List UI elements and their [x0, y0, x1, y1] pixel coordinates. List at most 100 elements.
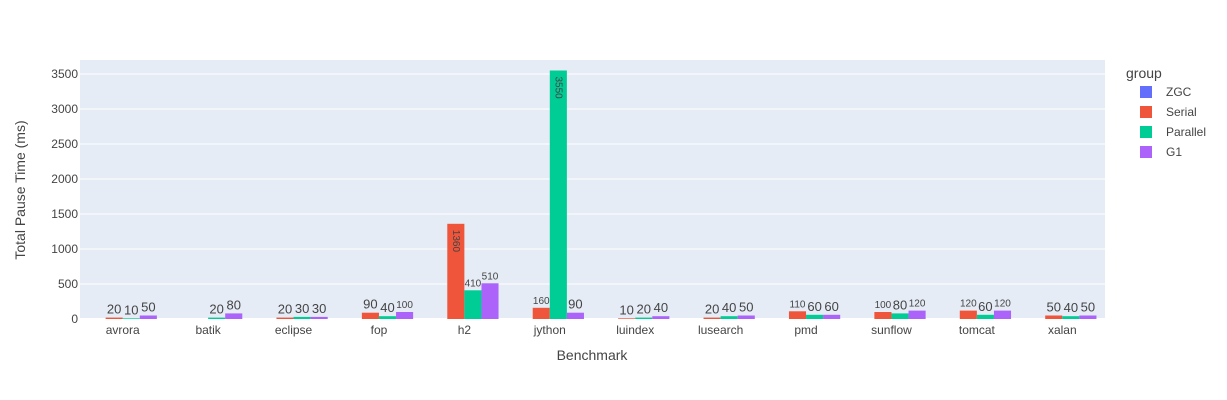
y-tick-label: 3500 [51, 67, 78, 81]
legend-item-zgc[interactable]: ZGC [1140, 85, 1192, 99]
bar-serial[interactable] [532, 307, 550, 319]
x-tick-labels: avrora batik eclipse fop h2 jython luindex luse… [106, 323, 1077, 337]
bar-parallel[interactable] [1062, 316, 1080, 319]
y-axis-title: Total Pause Time (ms) [12, 120, 28, 259]
bar-serial[interactable] [447, 223, 465, 319]
bar-parallel[interactable] [549, 70, 567, 320]
bar-value-label: 50 [1081, 300, 1095, 315]
y-tick-labels: 0 500 1000 1500 2000 2500 3000 3500 [51, 67, 78, 326]
bar-serial[interactable] [703, 317, 721, 319]
bar-serial[interactable] [874, 312, 892, 319]
plot-background [80, 60, 1105, 319]
y-tick-label: 0 [71, 312, 78, 326]
legend-item-parallel[interactable]: Parallel [1140, 125, 1206, 139]
bar-parallel[interactable] [891, 313, 909, 319]
bar-serial[interactable] [618, 318, 636, 319]
bar-g1[interactable] [566, 312, 584, 319]
bar-g1[interactable] [993, 310, 1012, 319]
bar-parallel[interactable] [635, 317, 653, 319]
bar-parallel[interactable] [464, 290, 482, 319]
x-tick-label: xalan [1048, 323, 1077, 337]
bar-serial[interactable] [105, 317, 123, 319]
x-tick-label: luindex [616, 323, 654, 337]
bar-g1[interactable] [1079, 315, 1097, 320]
bar-labels: 20 10 50 20 80 20 30 30 90 40 10013604105101603550… [107, 77, 1095, 318]
x-tick-label: eclipse [275, 323, 313, 337]
bar-value-label: 120 [994, 299, 1011, 310]
legend-swatch [1140, 106, 1152, 118]
y-tick-label: 500 [58, 277, 78, 291]
bar-value-label: 410 [465, 278, 482, 289]
x-tick-label: avrora [106, 323, 140, 337]
bar-g1[interactable] [652, 316, 670, 319]
bar-value-label: 40 [722, 300, 736, 315]
bar-serial[interactable] [788, 311, 807, 319]
bar-g1[interactable] [481, 283, 499, 319]
x-tick-label: tomcat [959, 323, 996, 337]
bar-g1[interactable] [908, 310, 926, 319]
bar-parallel[interactable] [976, 314, 994, 319]
legend-swatch [1140, 146, 1152, 158]
bar-value-label: 40 [1064, 300, 1078, 315]
bar-value-label: 100 [396, 300, 413, 311]
bar-value-label: 90 [363, 297, 377, 312]
bar-g1[interactable] [139, 315, 157, 320]
bar-value-label: 3550 [552, 77, 563, 100]
x-tick-label: jython [533, 323, 566, 337]
legend-label: ZGC [1166, 85, 1192, 99]
bar-g1[interactable] [737, 315, 755, 320]
bar-value-label: 100 [875, 300, 892, 311]
y-tick-label: 3000 [51, 102, 78, 116]
legend[interactable]: group ZGC Serial Parallel G1 [1126, 65, 1206, 159]
y-tick-label: 1000 [51, 242, 78, 256]
bar-parallel[interactable] [378, 316, 397, 319]
bar-value-label: 40 [380, 300, 394, 315]
bar-g1[interactable] [823, 314, 841, 319]
bar-value-label: 1360 [450, 230, 461, 253]
x-tick-label: batik [195, 323, 221, 337]
bar-serial[interactable] [276, 317, 294, 319]
bar-value-label: 20 [107, 302, 121, 317]
bar-serial[interactable] [959, 310, 977, 319]
bar-value-label: 20 [278, 302, 292, 317]
x-tick-label: h2 [458, 323, 472, 337]
legend-title: group [1126, 65, 1162, 81]
bar-serial[interactable] [361, 312, 379, 319]
bar-value-label: 60 [824, 299, 838, 314]
y-tick-label: 2500 [51, 137, 78, 151]
bar-value-label: 60 [807, 299, 821, 314]
bar-parallel[interactable] [293, 316, 311, 319]
bar-g1[interactable] [396, 312, 414, 319]
bar-value-label: 50 [1047, 300, 1061, 315]
legend-item-serial[interactable]: Serial [1140, 105, 1197, 119]
bar-parallel[interactable] [208, 317, 226, 319]
x-axis-title: Benchmark [557, 347, 629, 363]
x-tick-label: lusearch [698, 323, 743, 337]
bar-value-label: 20 [637, 302, 651, 317]
bar-value-label: 160 [533, 296, 550, 307]
bar-parallel[interactable] [122, 318, 140, 319]
legend-label: Serial [1166, 105, 1197, 119]
y-tick-label: 2000 [51, 172, 78, 186]
bar-value-label: 120 [960, 299, 977, 310]
bar-value-label: 10 [619, 302, 633, 317]
x-tick-label: sunflow [871, 323, 912, 337]
bar-value-label: 30 [312, 301, 326, 316]
bar-serial[interactable] [1045, 315, 1063, 320]
bar-value-label: 30 [295, 301, 309, 316]
y-tick-label: 1500 [51, 207, 78, 221]
bar-parallel[interactable] [806, 314, 824, 319]
bar-value-label: 80 [227, 297, 241, 312]
x-tick-label: pmd [794, 323, 817, 337]
bar-value-label: 90 [568, 297, 582, 312]
bar-value-label: 60 [978, 299, 992, 314]
legend-item-g1[interactable]: G1 [1140, 145, 1182, 159]
bar-value-label: 40 [654, 300, 668, 315]
grid-lines [80, 73, 1105, 320]
bar-parallel[interactable] [720, 316, 738, 319]
bar-g1[interactable] [310, 316, 328, 319]
bar-value-label: 80 [893, 297, 907, 312]
bar-g1[interactable] [225, 313, 243, 319]
bar-value-label: 20 [209, 302, 223, 317]
